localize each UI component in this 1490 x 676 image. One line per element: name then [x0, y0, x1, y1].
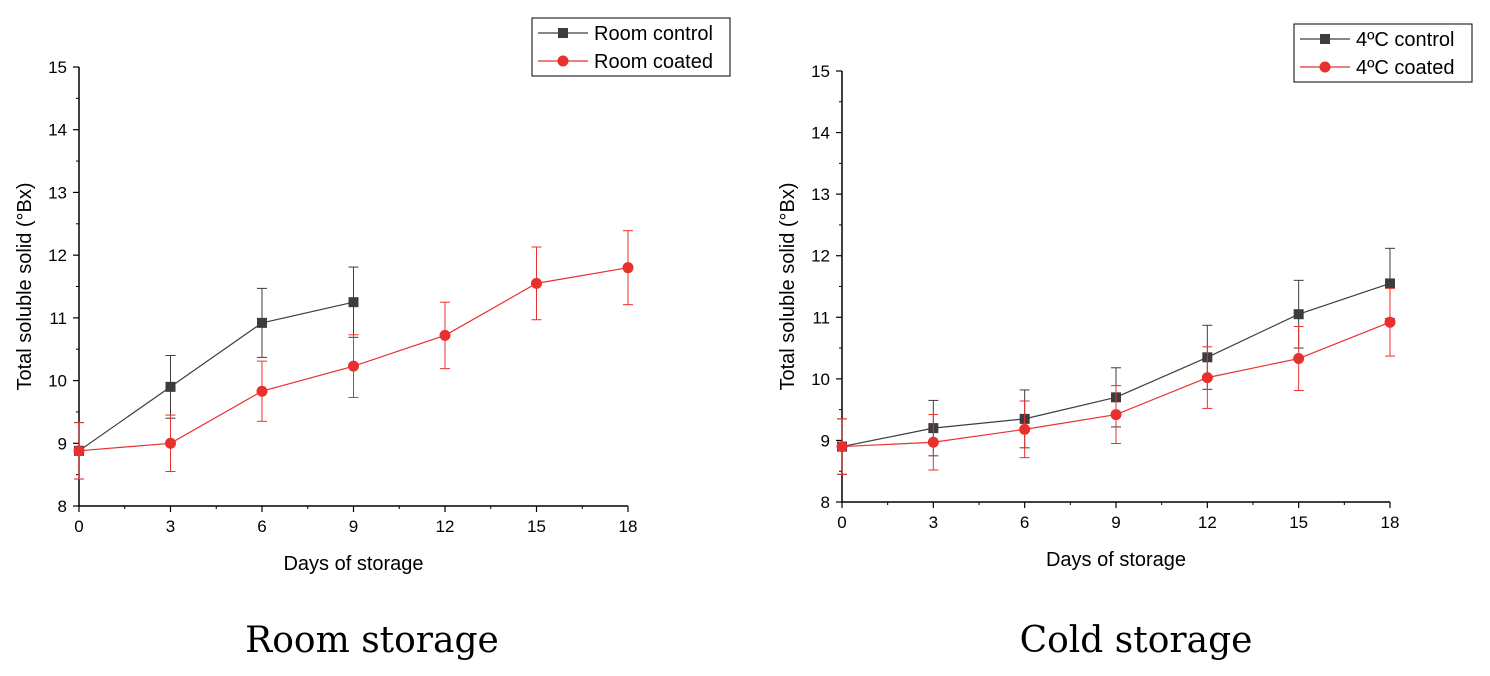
control-point — [1385, 278, 1395, 289]
coated-point — [1201, 372, 1213, 384]
legend-label-control: 4ºC control — [1356, 29, 1454, 51]
x-tick-label: 9 — [349, 517, 358, 536]
legend-marker-coated — [1319, 61, 1331, 73]
room-storage-panel: 8 9 10 11 12 13 14 15 0 3 6 9 12 15 18 Days of storage T… — [14, 17, 731, 575]
x-tick-label: 3 — [166, 517, 175, 536]
x-tick-label: 18 — [1381, 513, 1400, 532]
y-tick-label: 10 — [48, 372, 67, 391]
coated-point — [836, 441, 848, 453]
coated-point — [622, 262, 634, 274]
y-tick-label: 14 — [48, 121, 67, 140]
x-tick-label: 0 — [837, 513, 846, 532]
y-tick-label: 11 — [49, 309, 67, 328]
y-tick-label: 13 — [48, 183, 67, 202]
control-point — [257, 317, 267, 328]
y-tick-label: 12 — [811, 247, 830, 266]
room-storage-caption: Room storage — [245, 620, 499, 661]
control-point — [1293, 309, 1304, 320]
y-tick-label: 9 — [821, 431, 830, 450]
y-tick-label: 9 — [58, 434, 67, 453]
control-point — [165, 381, 176, 392]
coated-point — [531, 277, 542, 289]
coated-point — [1110, 409, 1122, 421]
coated-point — [1019, 423, 1031, 435]
x-tick-label: 12 — [436, 517, 455, 536]
coated-point — [927, 436, 939, 448]
coated-point — [73, 445, 85, 457]
x-tick-label: 0 — [74, 517, 83, 536]
legend-label-coated: Room coated — [594, 51, 713, 73]
coated-point — [165, 437, 176, 449]
legend-marker-control — [558, 28, 568, 38]
x-axis-label: Days of storage — [283, 553, 423, 575]
x-tick-label: 12 — [1198, 513, 1217, 532]
x-tick-label: 6 — [257, 517, 266, 536]
y-tick-label: 11 — [812, 308, 830, 327]
y-tick-label: 10 — [811, 370, 830, 389]
cold-storage-panel: 8 9 10 11 12 13 14 15 0 3 6 9 12 15 18 Days of storage T… — [777, 23, 1473, 571]
legend-box — [531, 17, 731, 77]
y-tick-label: 12 — [48, 246, 67, 265]
legend-marker-coated — [557, 55, 569, 67]
y-tick-label: 8 — [821, 493, 830, 512]
coated-point — [348, 360, 359, 372]
y-axis-label: Total soluble solid (°Bx) — [777, 182, 799, 390]
x-tick-label: 15 — [1289, 513, 1308, 532]
x-tick-label: 9 — [1111, 513, 1120, 532]
cold-storage-caption: Cold storage — [1020, 620, 1253, 661]
legend-label-coated: 4ºC coated — [1356, 57, 1454, 79]
coated-point — [256, 385, 268, 397]
x-tick-label: 3 — [929, 513, 938, 532]
control-point — [348, 297, 359, 308]
x-tick-label: 15 — [527, 517, 546, 536]
y-tick-label: 15 — [811, 62, 830, 81]
control-series-line — [78, 301, 354, 452]
coated-point — [1384, 316, 1396, 328]
y-tick-label: 14 — [811, 124, 830, 143]
y-tick-label: 13 — [811, 185, 830, 204]
x-tick-label: 6 — [1020, 513, 1029, 532]
legend-label-control: Room control — [594, 23, 713, 45]
coated-point — [1293, 353, 1305, 365]
legend-marker-control — [1320, 34, 1330, 44]
coated-point — [439, 329, 451, 341]
y-tick-label: 15 — [48, 58, 67, 77]
y-axis-label: Total soluble solid (°Bx) — [14, 182, 36, 390]
x-tick-label: 18 — [619, 517, 638, 536]
y-tick-label: 8 — [58, 497, 67, 516]
x-axis-label: Days of storage — [1046, 549, 1186, 571]
